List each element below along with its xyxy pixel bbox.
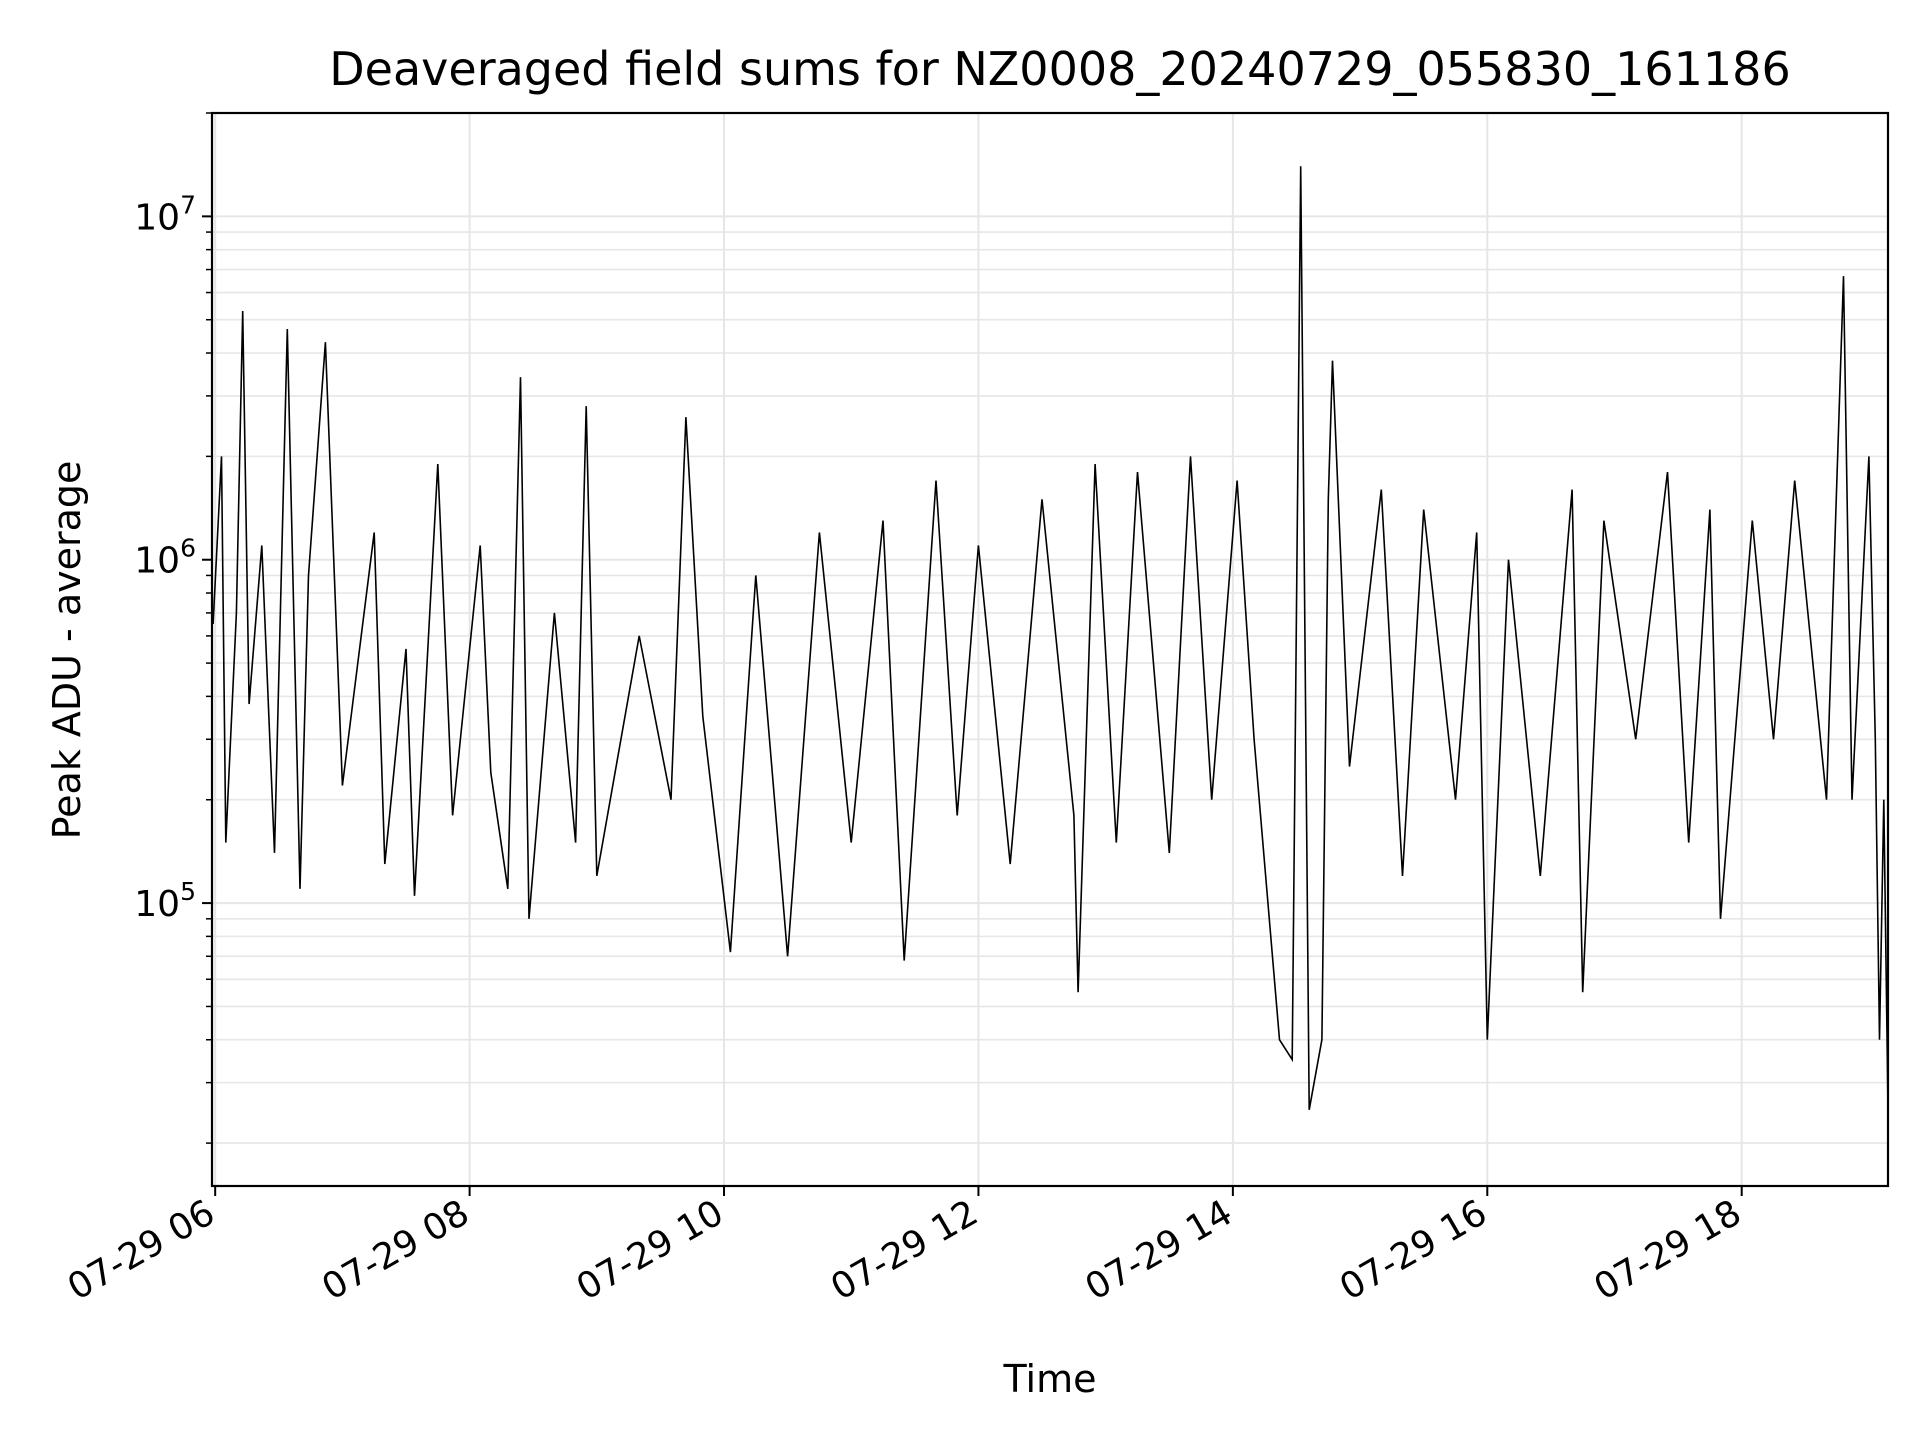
x-tick-label: 07-29 16 (1333, 1192, 1494, 1308)
x-tick-label: 07-29 10 (570, 1192, 731, 1308)
x-axis-ticks: 07-29 06 07-29 08 07-29 10 07-29 12 07-29 14… (61, 1186, 1748, 1309)
y-tick-label: 105 (134, 877, 196, 925)
x-tick-label: 07-29 06 (61, 1192, 222, 1308)
x-tick-label: 07-29 12 (824, 1192, 985, 1308)
y-axis-label: Peak ADU - average (45, 461, 89, 840)
x-tick-label: 07-29 14 (1079, 1192, 1240, 1308)
y-axis-ticks: 105 106 107 (134, 112, 212, 1144)
y-tick-label: 107 (134, 190, 196, 238)
x-tick-label: 07-29 08 (315, 1192, 476, 1308)
chart-title: Deaveraged field sums for NZ0008_2024072… (329, 42, 1790, 96)
y-tick-label: 106 (134, 534, 196, 582)
x-axis-label: Time (1003, 1357, 1097, 1401)
series-line (212, 166, 1889, 1110)
x-tick-label: 07-29 18 (1588, 1192, 1749, 1308)
series-line-layer (212, 166, 1889, 1110)
plot-frame (210, 111, 1890, 1188)
grid (212, 112, 1888, 1186)
